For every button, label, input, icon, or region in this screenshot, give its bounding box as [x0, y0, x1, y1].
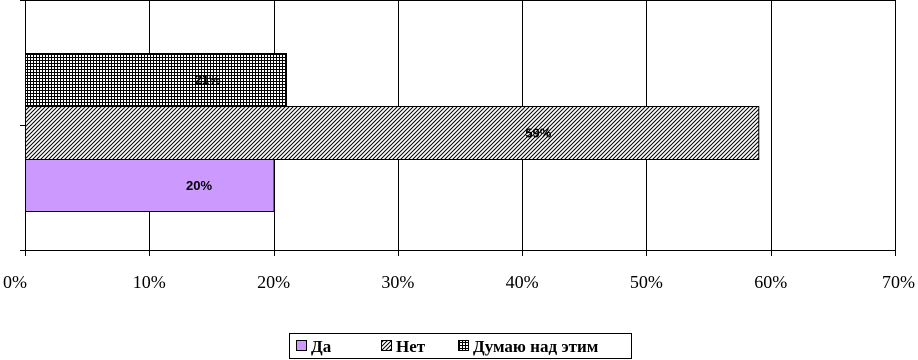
axes: 0% 10% 20% 30% 40% 50% 60% 70%	[3, 0, 915, 292]
x-tick-label: 50%	[630, 272, 663, 292]
legend-swatch	[296, 340, 307, 351]
legend: Да Нет Думаю над этим	[289, 333, 632, 359]
x-tick-label: 10%	[133, 272, 166, 292]
x-tick-label: 60%	[754, 272, 787, 292]
bar	[25, 106, 760, 160]
bar	[25, 53, 287, 106]
x-tick-label: 0%	[3, 272, 27, 292]
data-label: 59%	[525, 126, 551, 141]
data-label: 20%	[186, 178, 212, 193]
x-tick-label: 70%	[882, 272, 915, 292]
x-tick-label: 20%	[257, 272, 290, 292]
labels: 20% 59% 21%	[186, 72, 552, 193]
legend-label: Да	[311, 337, 332, 356]
legend-swatch	[381, 340, 392, 351]
legend-label: Думаю над этим	[473, 337, 599, 356]
bar	[25, 159, 275, 212]
legend-swatch	[458, 340, 469, 351]
bars	[25, 53, 760, 212]
x-tick-label: 30%	[381, 272, 414, 292]
legend-label: Нет	[396, 337, 426, 356]
data-label: 21%	[195, 72, 221, 87]
x-tick-label: 40%	[506, 272, 539, 292]
